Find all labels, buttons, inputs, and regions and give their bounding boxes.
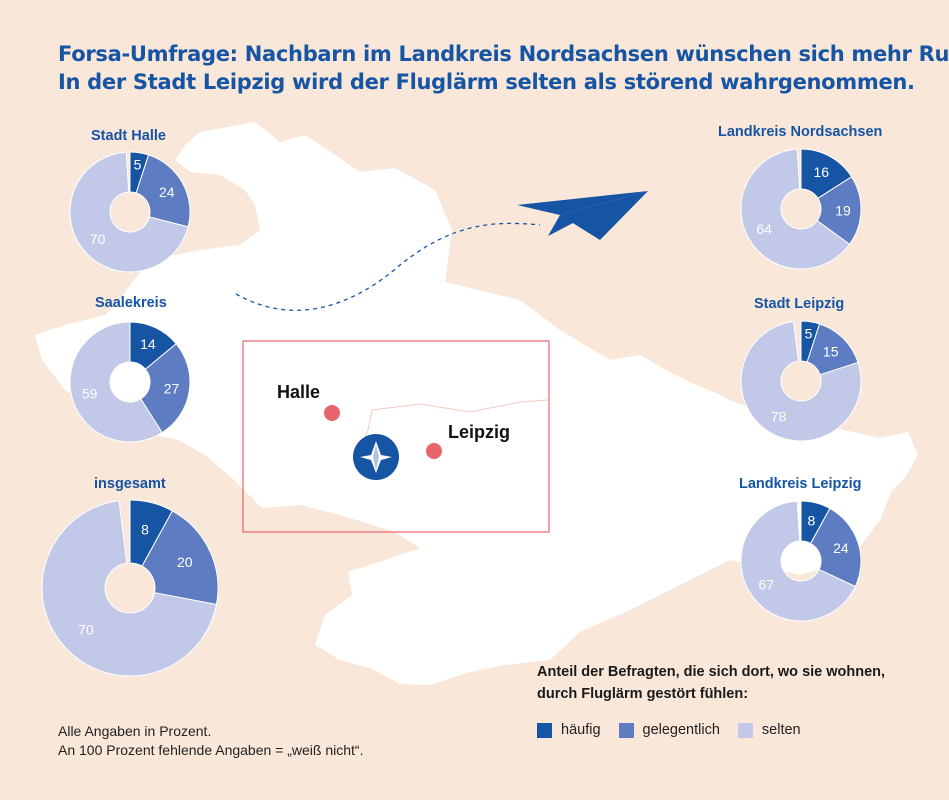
legend: häufig gelegentlich selten [537, 722, 819, 738]
pie-title-landkreis-nordsachsen: Landkreis Nordsachsen [718, 124, 882, 140]
pie-slice-saalekreis-gelegentlich [140, 343, 191, 434]
pie-title-landkreis-leipzig: Landkreis Leipzig [739, 476, 861, 492]
pie-value-landkreis-nordsachsen-haeufig: 16 [813, 164, 829, 180]
pie-slice-stadt-halle-selten [69, 151, 189, 273]
legend-label-haeufig: häufig [561, 722, 601, 738]
pie-value-stadt-halle-haeufig: 5 [134, 157, 142, 173]
pie-value-landkreis-leipzig-selten: 67 [758, 577, 774, 593]
pie-value-stadt-halle-selten: 70 [90, 231, 106, 247]
pie-value-landkreis-nordsachsen-selten: 64 [756, 221, 772, 237]
pie-value-insgesamt-selten: 70 [78, 621, 94, 637]
map-focus-frame [242, 340, 550, 533]
donut-charts: 5 24 70 14 27 59 8 20 70 16 19 64 5 15 78 8 24 67 [41, 148, 862, 677]
pie-slice-landkreis-nordsachsen-gelegentlich [816, 176, 862, 245]
pie-value-saalekreis-haeufig: 14 [140, 336, 156, 352]
footnote-line-1: Alle Angaben in Prozent. [58, 723, 212, 739]
pie-value-stadt-leipzig-gelegentlich: 15 [823, 343, 839, 359]
pie-title-stadt-leipzig: Stadt Leipzig [754, 296, 844, 312]
pie-value-insgesamt-gelegentlich: 20 [177, 554, 193, 570]
city-label-leipzig: Leipzig [448, 422, 510, 442]
pie-title-insgesamt: insgesamt [94, 476, 166, 492]
city-dot-leipzig [426, 443, 442, 459]
legend-title-line-2: durch Fluglärm gestört fühlen: [537, 686, 749, 702]
pie-value-stadt-leipzig-selten: 78 [771, 408, 787, 424]
page-title: Forsa-Umfrage: Nachbarn im Landkreis Nor… [58, 40, 949, 96]
airport-compass-icon [353, 434, 399, 480]
legend-swatch-gelegentlich [618, 722, 634, 738]
paper-plane-icon [517, 191, 648, 240]
city-dot-halle [324, 405, 340, 421]
pie-slice-landkreis-nordsachsen-selten [740, 148, 851, 270]
pie-slice-insgesamt-selten [41, 500, 218, 677]
footnote: Alle Angaben in Prozent. An 100 Prozent … [58, 722, 363, 760]
legend-label-gelegentlich: gelegentlich [642, 722, 720, 738]
legend-item-haeufig: häufig [537, 722, 601, 738]
legend-swatch-selten [737, 722, 753, 738]
pie-value-stadt-leipzig-haeufig: 5 [805, 326, 813, 342]
legend-item-gelegentlich: gelegentlich [618, 722, 720, 738]
pie-value-landkreis-leipzig-haeufig: 8 [808, 512, 816, 528]
pie-value-landkreis-leipzig-gelegentlich: 24 [833, 540, 849, 556]
pie-title-stadt-halle: Stadt Halle [91, 128, 166, 144]
pie-value-saalekreis-selten: 59 [82, 386, 98, 402]
pie-value-insgesamt-haeufig: 8 [141, 521, 149, 537]
title-line-2: In der Stadt Leipzig wird der Fluglärm s… [58, 70, 915, 94]
legend-title: Anteil der Befragten, die sich dort, wo … [537, 661, 937, 705]
pie-slice-landkreis-leipzig-gelegentlich [809, 507, 862, 588]
legend-label-selten: selten [761, 722, 801, 738]
pie-value-landkreis-nordsachsen-gelegentlich: 19 [835, 202, 851, 218]
pie-slice-insgesamt-gelegentlich [141, 510, 219, 606]
pie-slice-stadt-halle-gelegentlich [135, 154, 191, 228]
footnote-line-2: An 100 Prozent fehlende Angaben = „weiß … [58, 742, 364, 758]
city-label-halle: Halle [277, 382, 320, 402]
legend-title-line-1: Anteil der Befragten, die sich dort, wo … [537, 664, 886, 680]
pie-slice-landkreis-leipzig-selten [740, 500, 856, 622]
flight-path-line [235, 222, 541, 311]
pie-value-saalekreis-gelegentlich: 27 [164, 381, 180, 397]
pie-value-stadt-halle-gelegentlich: 24 [159, 184, 175, 200]
legend-item-selten: selten [737, 722, 801, 738]
title-line-1: Forsa-Umfrage: Nachbarn im Landkreis Nor… [58, 42, 949, 66]
pie-slice-stadt-leipzig-selten [740, 320, 862, 442]
pie-slice-saalekreis-selten [69, 321, 163, 443]
legend-swatch-haeufig [537, 722, 552, 738]
pie-title-saalekreis: Saalekreis [95, 295, 167, 311]
